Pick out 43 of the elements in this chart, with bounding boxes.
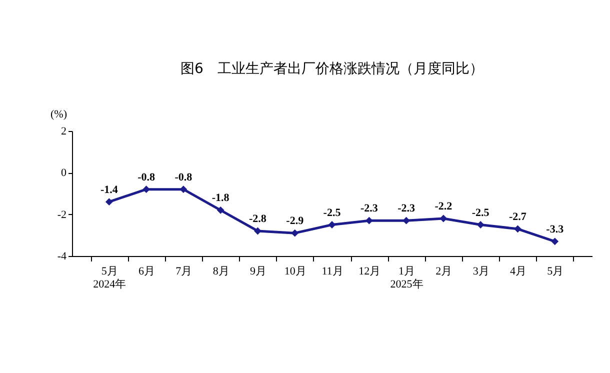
data-label: -0.8: [174, 171, 193, 184]
data-label: -3.3: [546, 223, 564, 236]
x-tick-label: 5月 2024年: [93, 266, 126, 290]
data-label: -2.3: [398, 202, 416, 215]
y-tick-label: 2: [61, 126, 66, 138]
x-tick-label: 11月: [322, 266, 344, 278]
x-tick-label: 8月: [212, 266, 230, 278]
point: [216, 206, 224, 214]
point: [551, 238, 559, 246]
x-tick-label: 4月: [510, 266, 526, 278]
data-label: -2.2: [434, 200, 453, 212]
y-axis-title: (%): [50, 108, 68, 120]
data-label: -2.5: [472, 206, 490, 219]
point: [365, 216, 373, 224]
data-label: -1.4: [100, 184, 118, 196]
point: [440, 214, 448, 222]
x-tick-label: 7月: [176, 266, 192, 278]
data-label: -2.5: [323, 206, 342, 219]
x-tick-label: 9月: [250, 266, 266, 278]
point: [105, 198, 113, 206]
y-tick-label: -2: [57, 208, 66, 221]
x-tick-label: 1月 2025年: [390, 266, 424, 290]
data-label: -1.8: [212, 192, 230, 204]
point: [402, 216, 410, 224]
y-tick-label: 0: [61, 167, 67, 180]
x-tick-label: 2月: [436, 266, 452, 278]
point: [476, 221, 484, 228]
data-label: -2.3: [360, 202, 378, 215]
y-tick-label: -4: [57, 250, 67, 262]
x-tick-label: 5月: [547, 266, 564, 278]
data-label: -2.7: [509, 210, 527, 223]
point: [514, 225, 522, 233]
data-label: -2.8: [249, 213, 267, 225]
x-tick-label: 3月: [472, 266, 490, 278]
data-label: -2.9: [286, 215, 304, 228]
chart-title: 图6 工业生产者出厂价格涨跌情况（月度同比）: [180, 61, 484, 77]
x-tick-label: 6月: [138, 266, 156, 278]
data-label: -0.8: [138, 171, 156, 184]
point: [142, 186, 150, 194]
point: [291, 229, 299, 237]
x-tick-label: 12月: [358, 266, 381, 278]
point: [180, 186, 188, 194]
x-tick-label: 10月: [284, 266, 306, 278]
